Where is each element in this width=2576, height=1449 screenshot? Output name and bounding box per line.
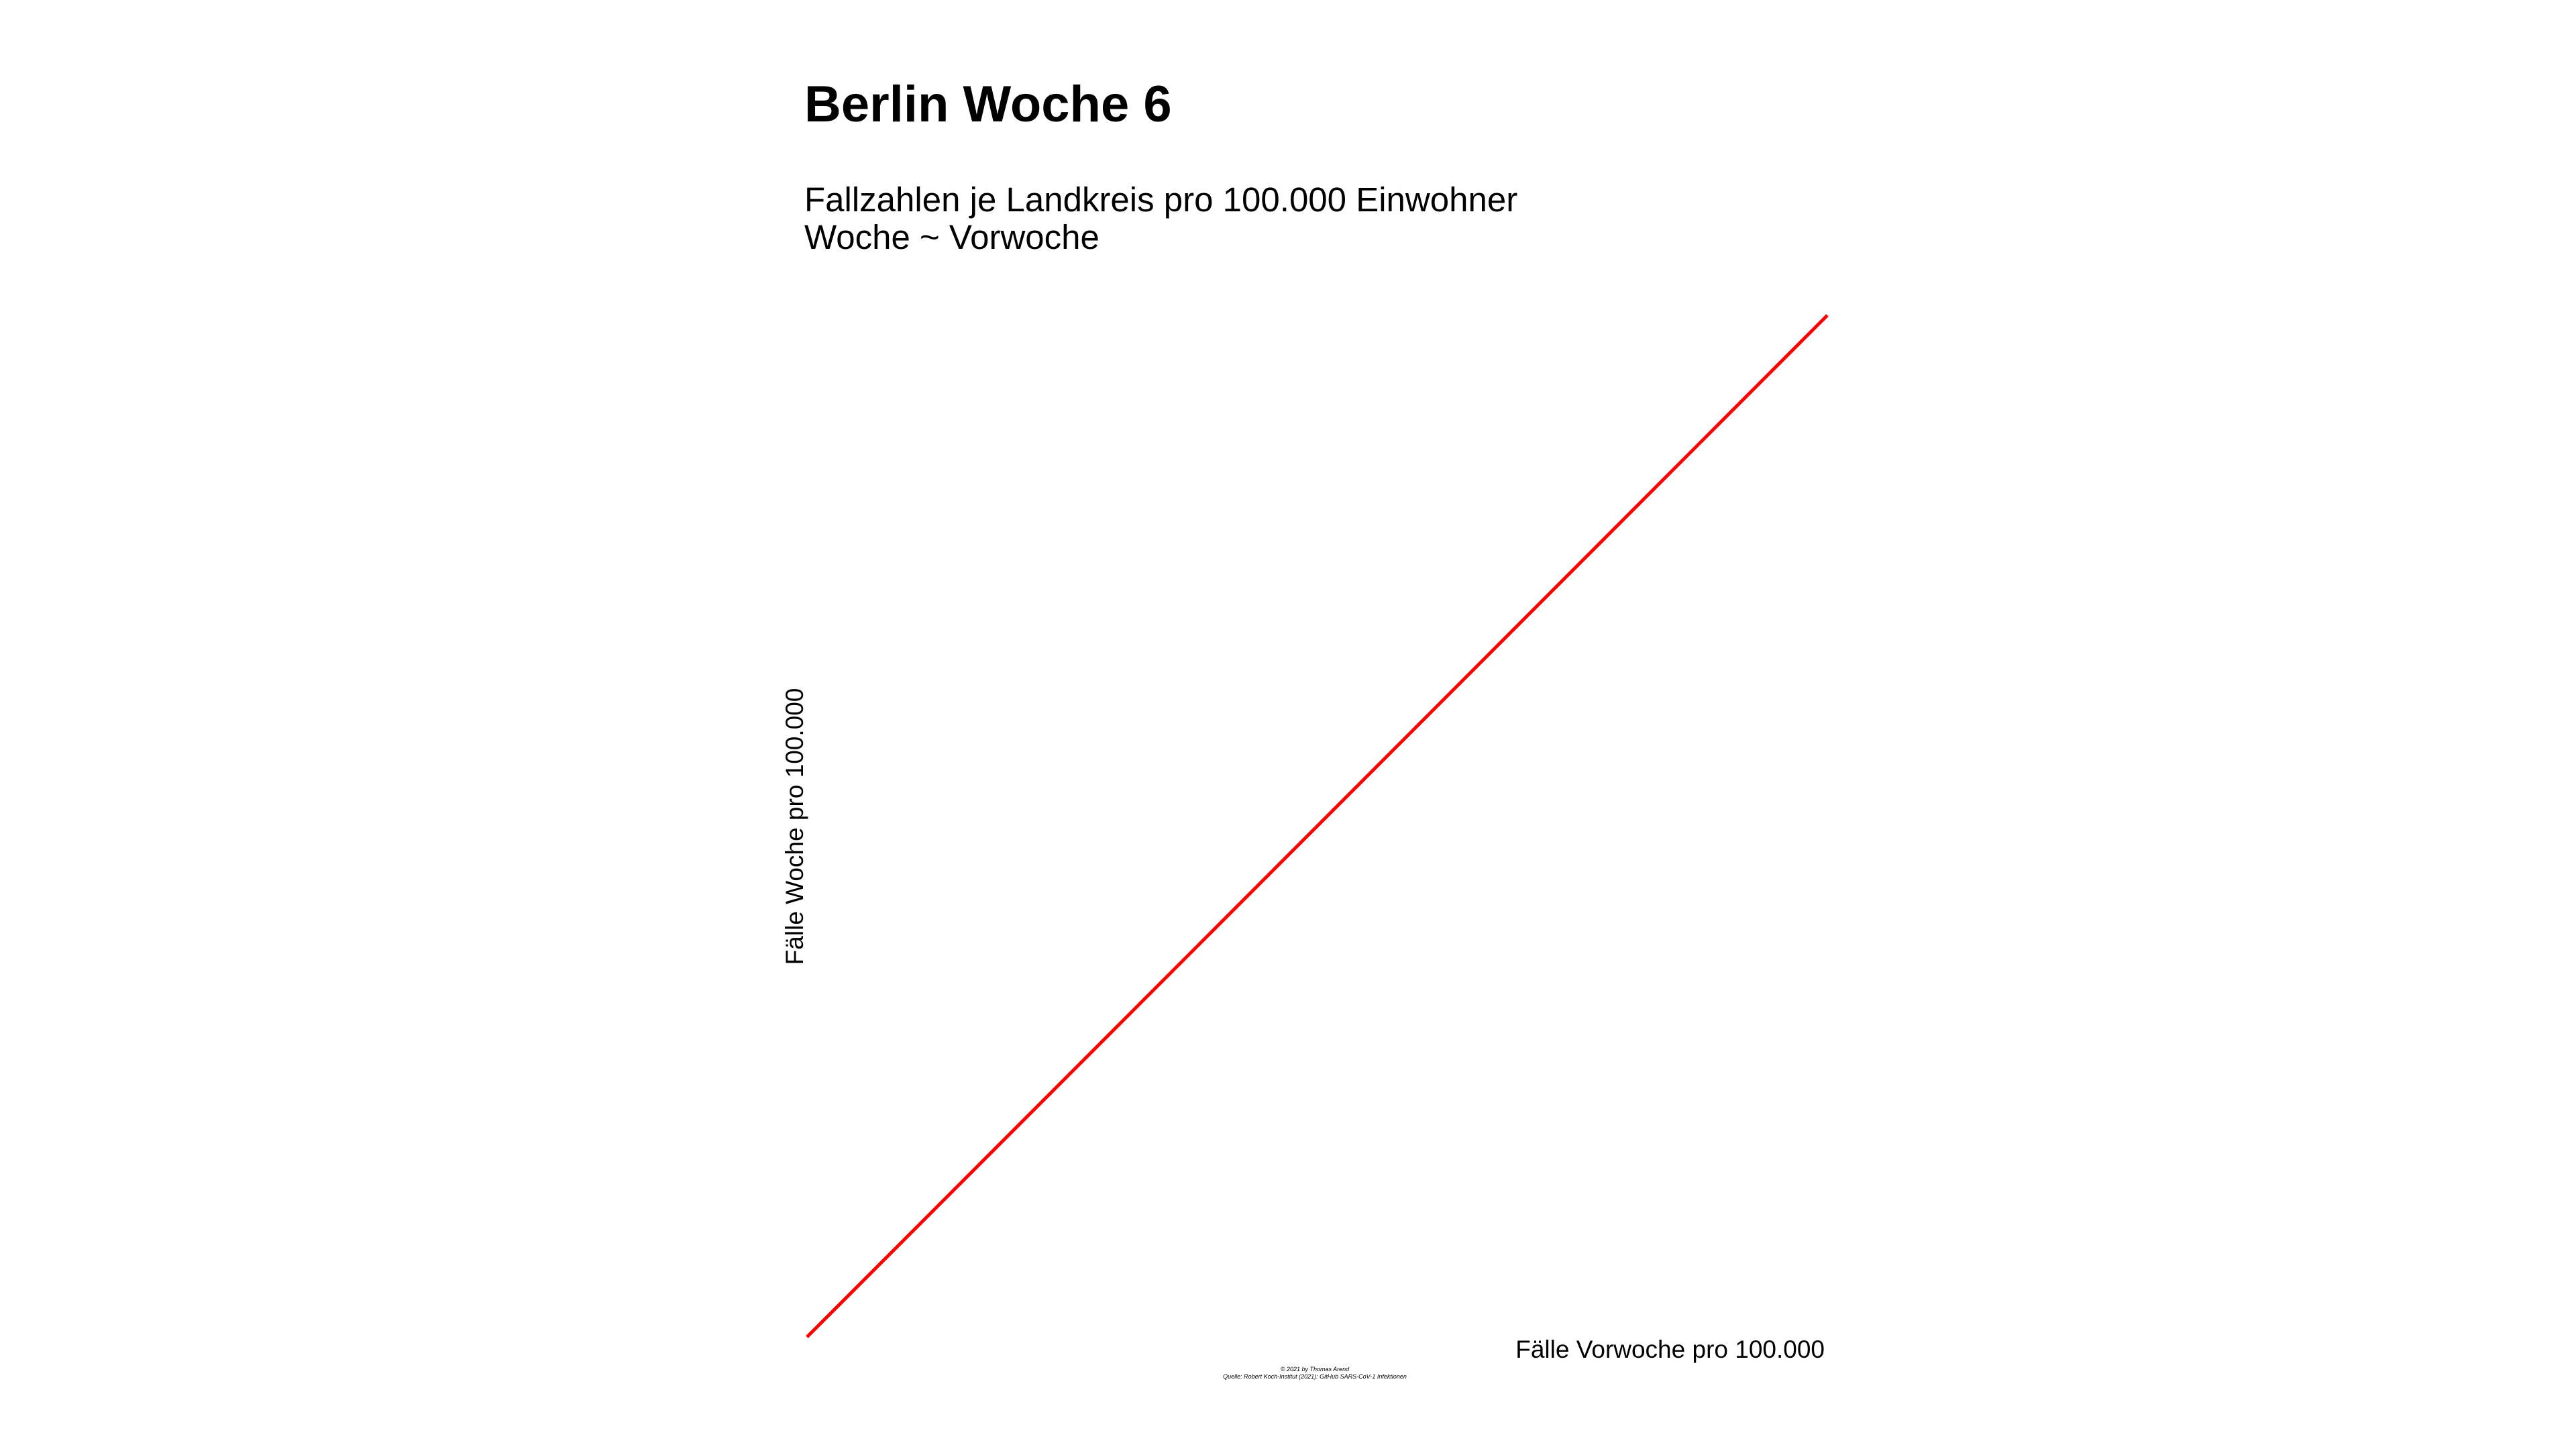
caption-line-1: © 2021 by Thomas Arend xyxy=(1280,1366,1350,1373)
source-caption: © 2021 by Thomas Arend Quelle: Robert Ko… xyxy=(1046,1366,1583,1381)
y-axis-label: Fälle Woche pro 100.000 xyxy=(781,688,808,965)
subtitle-line-2: Woche ~ Vorwoche xyxy=(804,218,1099,256)
chart-title: Berlin Woche 6 xyxy=(804,76,1172,133)
series-layer xyxy=(806,314,1829,1338)
chart-subtitle: Fallzahlen je Landkreis pro 100.000 Einw… xyxy=(804,181,1517,256)
caption-line-2: Quelle: Robert Koch-Institut (2021): Git… xyxy=(1223,1373,1407,1380)
series-line-1 xyxy=(806,314,1829,1338)
x-axis-label: Fälle Vorwoche pro 100.000 xyxy=(1515,1336,1825,1363)
subtitle-line-1: Fallzahlen je Landkreis pro 100.000 Einw… xyxy=(804,180,1518,219)
